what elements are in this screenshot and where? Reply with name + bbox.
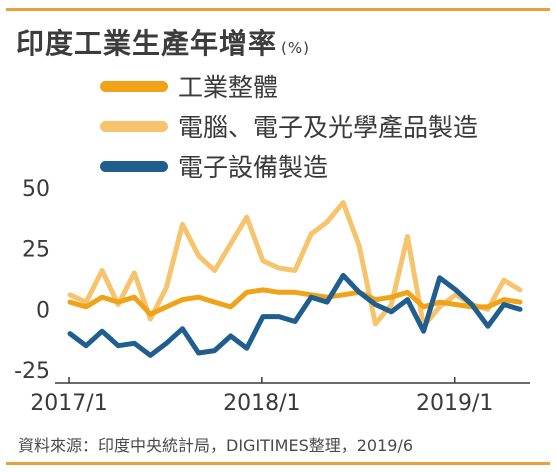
legend-label-overall: 工業整體 xyxy=(178,73,279,102)
legend-item-electronic-equipment: 電子設備製造 xyxy=(100,146,478,186)
top-rule xyxy=(6,8,550,11)
legend-label-computer-electronics: 電腦、電子及光學產品製造 xyxy=(178,113,479,142)
unit-label: (%) xyxy=(281,39,310,57)
legend-item-overall: 工業整體 xyxy=(100,66,478,106)
chart-title: 印度工業生產年增率 (%) xyxy=(16,27,310,60)
x-tick-label: 2018/1 xyxy=(223,391,300,416)
legend-swatch-overall xyxy=(100,80,168,92)
series-line-overall xyxy=(67,287,523,317)
y-tick-label: 0 xyxy=(36,298,50,323)
legend-swatch-computer-electronics xyxy=(100,120,168,132)
source-note: 資料來源：印度中央統計局，DIGITIMES整理，2019/6 xyxy=(18,436,414,455)
x-tick-label: 2017/1 xyxy=(30,391,107,416)
y-tick-label: 50 xyxy=(22,177,50,202)
legend-item-computer-electronics: 電腦、電子及光學產品製造 xyxy=(100,106,478,146)
y-tick-label: 25 xyxy=(22,238,50,263)
legend-swatch-electronic-equipment xyxy=(100,160,168,172)
legend: 工業整體 電腦、電子及光學產品製造 電子設備製造 xyxy=(100,66,478,186)
y-tick-label: -25 xyxy=(14,359,50,384)
x-tick-label: 2019/1 xyxy=(416,391,493,416)
legend-label-electronic-equipment: 電子設備製造 xyxy=(178,153,329,182)
series-line-computer-electronics xyxy=(67,200,523,329)
bottom-rule xyxy=(6,462,550,465)
series-line-electronic-equipment xyxy=(67,272,523,358)
